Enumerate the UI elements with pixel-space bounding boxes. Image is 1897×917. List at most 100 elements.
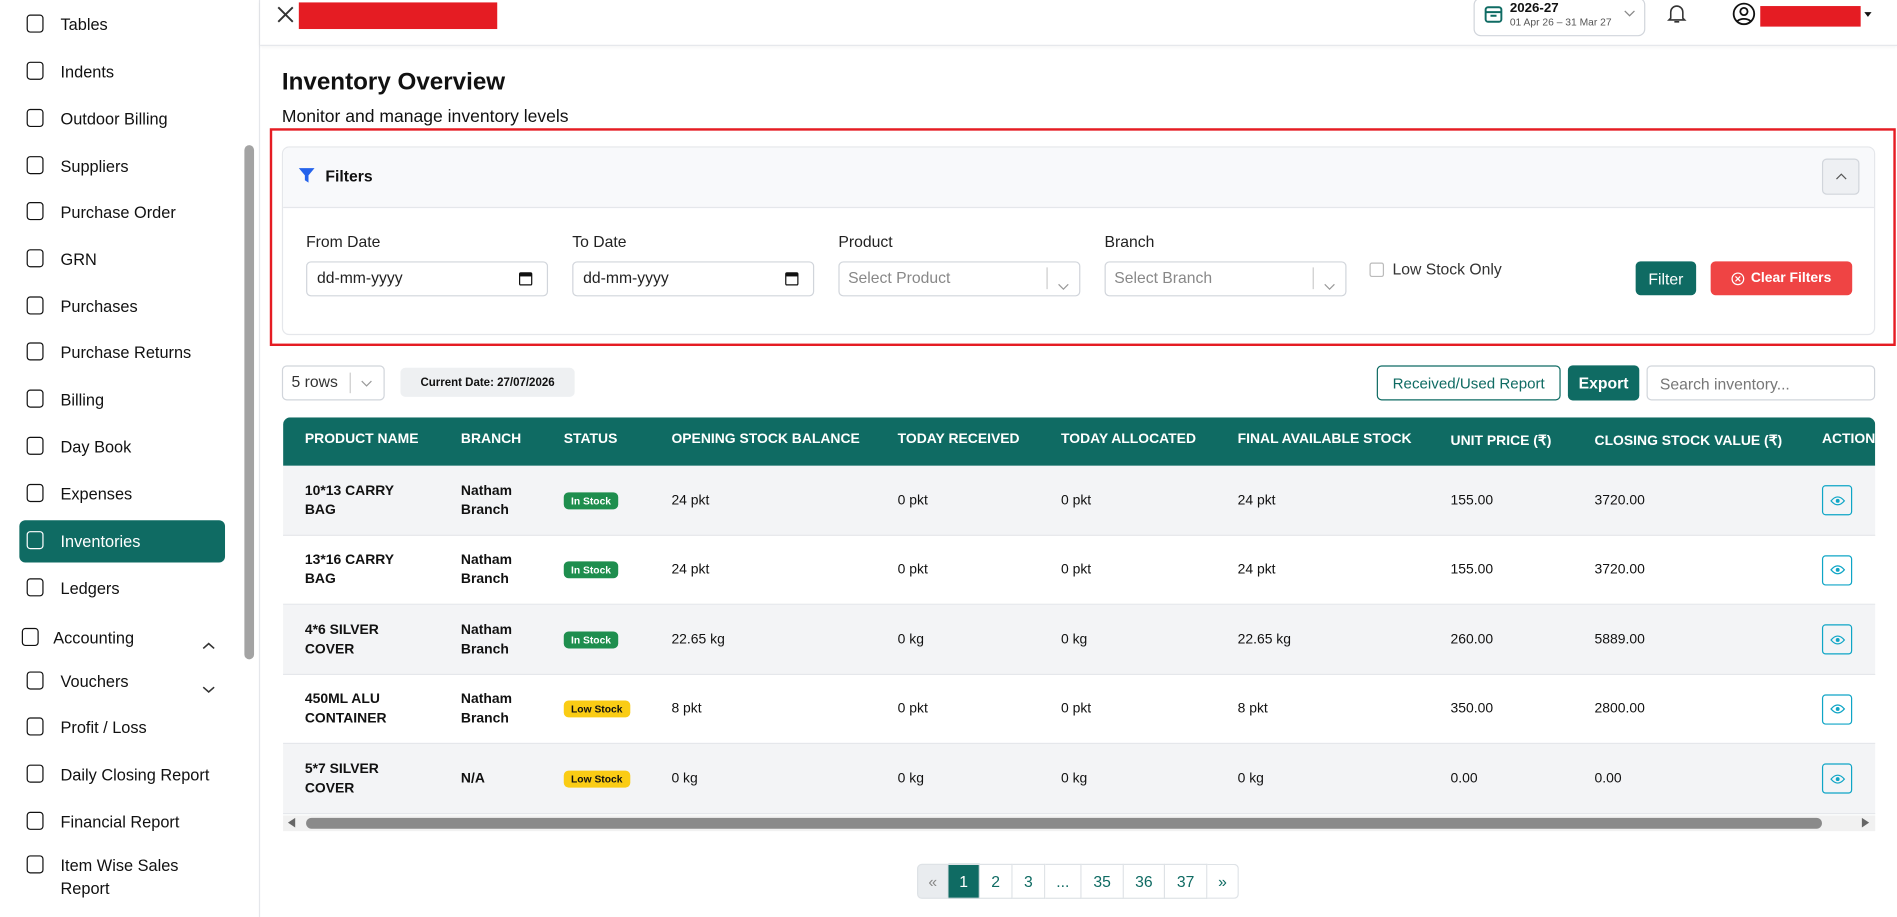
sidebar-item[interactable]: Outdoor Billing [60, 110, 168, 129]
page-button[interactable]: ... [1045, 863, 1082, 899]
filter-button[interactable]: Filter [1635, 261, 1697, 296]
sidebar-icon [26, 389, 44, 408]
table-cell: In Stock [563, 605, 782, 675]
sidebar-icon [26, 108, 44, 128]
sidebar-icon [26, 202, 44, 221]
collapse-button[interactable] [1821, 158, 1860, 195]
sidebar-item[interactable]: Purchase Order [60, 203, 176, 222]
cell-text: 5*7 SILVER COVER [304, 761, 379, 796]
topbar [260, 0, 1897, 46]
page-button[interactable]: 2 [979, 863, 1013, 899]
field-input[interactable] [1104, 261, 1347, 297]
scroll-right[interactable] [1861, 817, 1870, 828]
chevron [202, 677, 215, 699]
table-cell: 5889.00 [1595, 605, 1813, 675]
sidebar-item[interactable]: GRN [60, 250, 97, 269]
table-cell: 24 pkt [1238, 466, 1456, 536]
page-button[interactable]: 37 [1165, 863, 1208, 899]
scroll-left[interactable] [287, 817, 296, 828]
sidebar-item[interactable]: Financial Report [60, 812, 180, 832]
sidebar-item[interactable]: Expenses [60, 485, 133, 504]
cell-text: 0 kg [671, 771, 698, 787]
cell-text: N/A [460, 771, 485, 787]
page-button[interactable]: 35 [1081, 863, 1124, 899]
clear-filters-text: Clear Filters [1750, 270, 1832, 286]
page-button[interactable]: « [917, 863, 949, 899]
sidebar-item[interactable]: Suppliers [60, 157, 129, 176]
redacted [1760, 6, 1861, 27]
cell-text: 350.00 [1450, 701, 1494, 717]
sidebar-item[interactable]: Purchases [60, 297, 138, 316]
sidebar-item[interactable]: Item Wise Sales Report [60, 856, 179, 898]
sidebar-item[interactable]: Daily Closing Report [60, 765, 210, 784]
sidebar-item[interactable]: Indents [60, 62, 115, 82]
view-button[interactable] [1821, 554, 1853, 585]
sidebar-item[interactable]: Ledgers [60, 579, 120, 598]
cell-text: 13*16 CARRY BAG [304, 553, 394, 588]
table-cell: 0 pkt [898, 674, 1116, 744]
column-header: TODAY RECEIVED [897, 431, 1020, 447]
field-input[interactable] [838, 261, 1081, 297]
table-cell: 0.00 [1595, 744, 1813, 814]
column-header: STATUS [563, 431, 618, 447]
table-row [283, 465, 1876, 536]
sidebar-item[interactable]: Tables [60, 15, 108, 34]
sidebar-icon [26, 436, 44, 455]
clear-filters-button[interactable]: Clear Filters [1710, 261, 1853, 296]
divider [349, 372, 351, 394]
view-button[interactable] [1821, 693, 1853, 725]
field-placeholder: Select Branch [1114, 268, 1213, 287]
sidebar-icon [26, 61, 44, 80]
table-cell: 0 kg [898, 744, 1116, 814]
year-selector[interactable] [1473, 0, 1646, 37]
report-button[interactable]: Received/Used Report [1376, 365, 1561, 401]
sidebar-item[interactable]: Purchase Returns [60, 343, 192, 362]
user-icon[interactable] [1732, 2, 1756, 26]
bell-icon[interactable] [1667, 4, 1687, 25]
cell-text: 0 pkt [1060, 701, 1092, 717]
table-cell: 0 kg [1061, 744, 1279, 814]
clear-icon [1731, 271, 1745, 285]
search-input[interactable]: Search inventory... [1646, 365, 1876, 401]
page-button[interactable]: » [1207, 863, 1239, 899]
table-cell: 8 pkt [671, 674, 889, 744]
checkbox[interactable] [1369, 262, 1385, 278]
table-cell: In Stock [563, 535, 782, 605]
low-stock-label[interactable]: Low Stock Only [1392, 260, 1502, 279]
table-cell: 2800.00 [1595, 674, 1813, 744]
sidebar-icon [26, 671, 44, 690]
table-cell: 0 pkt [1061, 535, 1279, 605]
page-button[interactable]: 1 [948, 863, 980, 899]
cell-text: 22.65 kg [671, 632, 725, 647]
table-cell: Natham Branch [461, 674, 546, 744]
filters-header [283, 147, 1874, 209]
cell-text: 0.00 [1594, 771, 1622, 787]
column-header: ACTIONS [1821, 431, 1885, 447]
view-button[interactable] [1821, 624, 1853, 655]
sidebar-item[interactable]: Profit / Loss [60, 718, 147, 737]
sidebar-item[interactable]: Billing [60, 390, 105, 409]
close-icon[interactable] [277, 6, 294, 23]
cell-text: 0 pkt [897, 493, 928, 508]
status-badge: Low Stock [563, 770, 630, 788]
sidebar-item[interactable]: Accounting [53, 629, 135, 648]
view-button[interactable] [1821, 763, 1853, 794]
field-input[interactable] [572, 261, 815, 297]
sidebar-item[interactable]: Vouchers [60, 672, 129, 691]
page-button[interactable]: 36 [1123, 863, 1166, 899]
rows-select[interactable] [281, 365, 385, 401]
column-header: UNIT PRICE (₹) [1450, 434, 1552, 449]
sidebar-item[interactable]: Day Book [60, 437, 132, 457]
sidebar-item[interactable]: Inventories [60, 532, 141, 551]
table-cell: 24 pkt [671, 466, 889, 536]
table-cell: 0.00 [1451, 744, 1669, 814]
sidebar-icon [26, 483, 44, 503]
h-scrollbar-thumb[interactable] [306, 817, 1822, 829]
field-input[interactable] [306, 261, 549, 297]
page-button[interactable]: 3 [1012, 863, 1046, 899]
export-button[interactable]: Export [1567, 365, 1640, 401]
table-cell: 0 pkt [898, 535, 1116, 605]
table-row [283, 674, 1876, 745]
view-button[interactable] [1821, 485, 1853, 516]
table-cell: 350.00 [1451, 674, 1669, 744]
